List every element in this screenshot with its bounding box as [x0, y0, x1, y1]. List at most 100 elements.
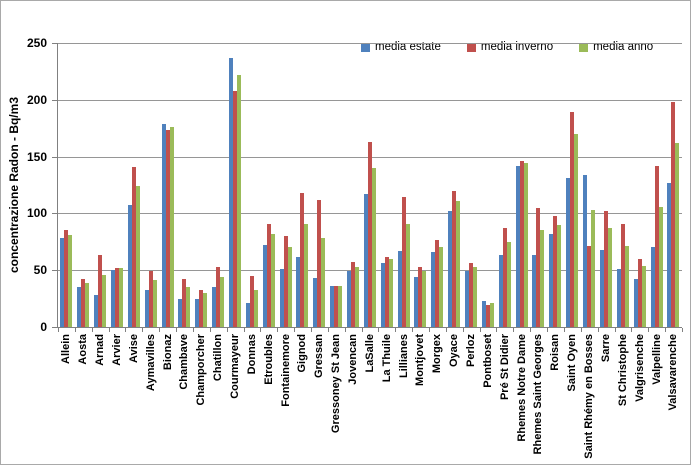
bar-media-anno	[574, 134, 579, 327]
x-label-cell: Chambave	[176, 328, 193, 460]
x-tick-mark	[530, 328, 532, 332]
bar-group-bionaz	[159, 43, 176, 327]
legend-swatch-media-inverno	[466, 42, 476, 52]
bar-media-estate	[515, 166, 520, 327]
x-label-cell: Pré St Didier	[496, 328, 513, 460]
bar-media-estate	[212, 287, 217, 327]
x-label-cell: Gressan	[311, 328, 328, 460]
bar-media-inverno	[317, 200, 322, 327]
y-tick-mark	[52, 270, 57, 272]
bar-media-anno	[119, 268, 123, 327]
bar-media-anno	[675, 143, 680, 327]
bar-group-arvier	[109, 43, 126, 327]
x-label-st-christophe: St Christophe	[616, 334, 629, 407]
legend-swatch-media-anno	[579, 42, 589, 52]
x-label-cell: Avise	[125, 328, 142, 460]
bar-media-inverno	[469, 263, 474, 327]
x-label-cell: Arnad	[92, 328, 109, 460]
x-label-jovencan: Jovencan	[347, 334, 360, 385]
x-label-valpelline: Valpelline	[650, 334, 663, 385]
x-label-oyace: Oyace	[448, 334, 461, 368]
bar-media-inverno	[452, 191, 457, 327]
bar-media-anno	[169, 127, 174, 327]
y-tick-mark	[52, 156, 57, 158]
bar-group-avise	[125, 43, 142, 327]
bar-media-anno	[523, 163, 528, 327]
bar-media-anno	[405, 224, 410, 327]
bar-media-inverno	[115, 268, 119, 327]
x-label-saint-rhémy-en-bosses: Saint Rhémy en Bosses	[583, 334, 596, 459]
bar-media-estate	[229, 58, 234, 327]
x-label-cell: Chatillon	[210, 328, 227, 460]
y-tick-label-100: 100	[26, 206, 47, 221]
x-tick-mark	[580, 328, 582, 332]
bar-media-inverno	[485, 305, 490, 327]
bar-media-anno	[624, 246, 629, 327]
y-tick-label-50: 50	[33, 263, 47, 278]
bar-media-estate	[296, 257, 301, 327]
bar-group-roisan	[547, 43, 564, 327]
bar-media-inverno	[266, 224, 271, 327]
x-label-cell: St Christophe	[614, 328, 631, 460]
bar-media-inverno	[570, 112, 575, 327]
y-tick-mark	[52, 99, 57, 101]
gridline-200	[58, 99, 682, 101]
x-label-cell: Gressoney St Jean	[328, 328, 345, 460]
x-label-etroubles: Etroubles	[262, 334, 275, 385]
x-tick-mark	[294, 328, 296, 332]
x-label-aymavilles: Aymavilles	[144, 334, 157, 392]
x-tick-mark	[361, 328, 363, 332]
bar-media-estate	[583, 175, 588, 327]
legend-item-media-anno: media anno	[579, 41, 653, 53]
bar-media-estate	[498, 255, 503, 327]
bar-media-inverno	[637, 259, 642, 327]
x-label-cell: Valsavarenche	[665, 328, 682, 460]
bar-media-estate	[549, 234, 554, 327]
bar-media-inverno	[81, 279, 86, 327]
x-tick-mark	[648, 328, 650, 332]
x-label-cell: Donnas	[243, 328, 260, 460]
x-label-cell: Perloz	[463, 328, 480, 460]
x-tick-mark	[176, 328, 178, 332]
x-tick-mark	[226, 328, 228, 332]
bar-media-estate	[431, 252, 436, 327]
bar-media-anno	[422, 271, 427, 327]
bar-media-anno	[68, 235, 73, 327]
x-label-cell: Morgex	[429, 328, 446, 460]
x-tick-mark	[479, 328, 481, 332]
x-tick-mark	[597, 328, 599, 332]
bar-media-estate	[279, 269, 284, 327]
bar-group-valsavarenche	[665, 43, 682, 327]
bar-group-pré-st-didier	[496, 43, 513, 327]
x-tick-mark	[277, 328, 279, 332]
bar-media-estate	[347, 271, 352, 327]
bar-group-fontainemore	[277, 43, 294, 327]
bar-group-saint-rhémy-en-bosses	[581, 43, 598, 327]
bar-group-lasalle	[361, 43, 378, 327]
plot-area	[58, 43, 682, 327]
y-tick-label-0: 0	[40, 320, 47, 334]
bar-media-inverno	[233, 91, 238, 327]
bar-media-anno	[220, 277, 225, 327]
bar-media-anno	[557, 225, 562, 327]
x-label-rhemes-saint-georges: Rhemes Saint Georges	[532, 334, 545, 455]
x-label-cell: Arvier	[109, 328, 126, 460]
y-tick-label-150: 150	[26, 149, 47, 164]
gridline-250	[58, 43, 682, 44]
x-label-cell: LaSalle	[361, 328, 378, 460]
bar-media-inverno	[603, 211, 608, 327]
bar-media-inverno	[536, 208, 541, 327]
x-tick-mark	[192, 328, 194, 332]
bar-media-estate	[127, 205, 132, 327]
bar-media-inverno	[587, 246, 592, 327]
x-label-cell: Pontboset	[479, 328, 496, 460]
bar-media-estate	[599, 250, 604, 327]
bar-media-inverno	[64, 230, 69, 327]
x-tick-mark	[429, 328, 431, 332]
bar-media-anno	[355, 267, 360, 327]
x-tick-mark	[496, 328, 498, 332]
bar-media-estate	[633, 279, 638, 327]
x-tick-mark	[159, 328, 161, 332]
x-label-cell: La Thuile	[378, 328, 395, 460]
legend-label: media anno	[593, 41, 654, 53]
